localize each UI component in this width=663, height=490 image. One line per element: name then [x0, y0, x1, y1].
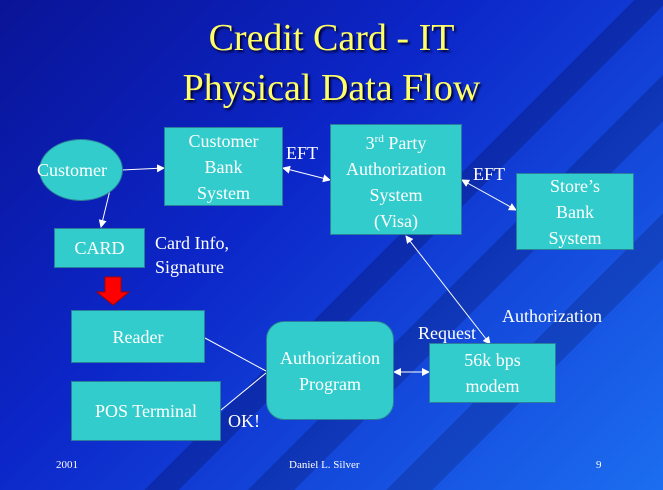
- card-node: CARD: [54, 228, 145, 268]
- third-party-auth-sup: rd: [374, 132, 384, 145]
- reader-node: Reader: [71, 310, 205, 363]
- edge-visa-to-modem: [405, 235, 491, 345]
- slide-title-line2: Physical Data Flow: [182, 67, 481, 109]
- third-party-auth-prefix: 3: [365, 132, 375, 153]
- authorization-program-node: Authorization Program: [266, 321, 394, 420]
- footer-page-number: 9: [596, 459, 602, 471]
- third-party-auth-rest: Authorization System (Visa): [346, 158, 446, 231]
- edge-customer-to-bank: [121, 164, 165, 173]
- eft-right-label: EFT: [473, 164, 506, 184]
- third-party-auth-title: 3rd Party: [366, 126, 427, 156]
- ok-label: OK!: [228, 411, 260, 431]
- modem-node: 56k bps modem: [429, 343, 556, 403]
- edge-bank-to-visa: [282, 165, 331, 183]
- customer-node: [39, 139, 123, 201]
- third-party-auth-party: Party: [383, 132, 427, 153]
- customer-bank-node: Customer Bank System: [164, 127, 283, 206]
- stores-bank-node: Store’s Bank System: [516, 173, 634, 250]
- edge-reader-to-program: [204, 337, 267, 372]
- authorization-label: Authorization: [502, 306, 602, 326]
- footer-year: 2001: [56, 459, 78, 471]
- third-party-auth-node: 3rd Party Authorization System (Visa): [330, 124, 462, 235]
- customer-label: Customer: [37, 160, 107, 180]
- edge-customer-to-card: [98, 189, 111, 228]
- edge-visa-to-stores-bank: [461, 179, 517, 211]
- footer-author: Daniel L. Silver: [289, 459, 360, 471]
- eft-left-label: EFT: [286, 143, 319, 163]
- edge-pos-to-program: [220, 372, 267, 411]
- slide-title-line1: Credit Card - IT: [208, 17, 455, 59]
- red-down-arrow: [95, 276, 131, 306]
- card-info-label: Card Info, Signature: [155, 233, 229, 277]
- request-label: Request: [418, 323, 476, 343]
- pos-terminal-node: POS Terminal: [71, 381, 221, 441]
